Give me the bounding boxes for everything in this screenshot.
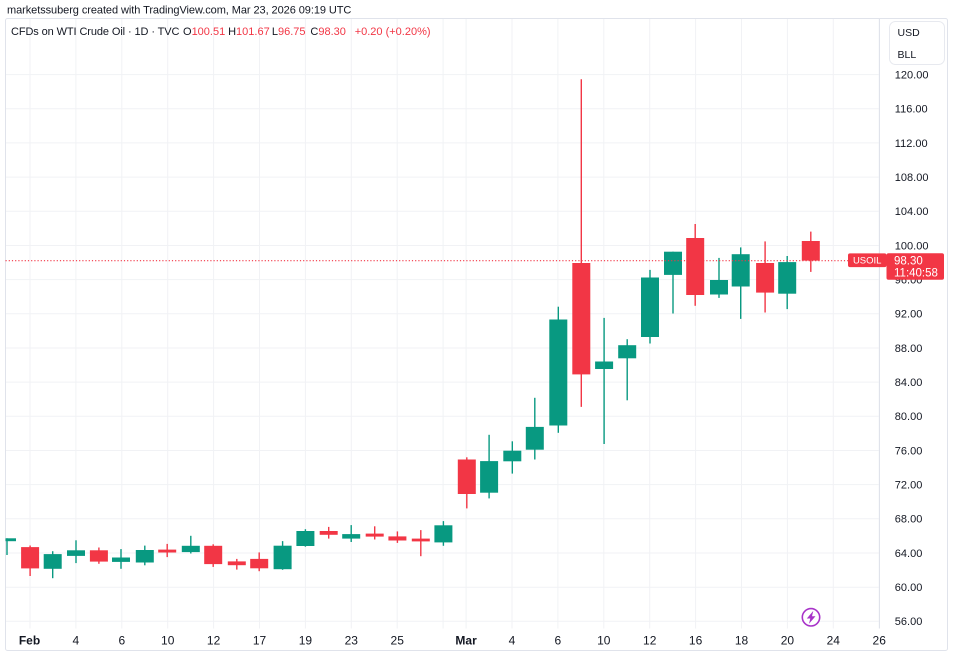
svg-text:USD: USD bbox=[898, 27, 921, 39]
svg-text:12: 12 bbox=[643, 633, 657, 647]
svg-text:10: 10 bbox=[161, 633, 175, 647]
svg-text:C98.30: C98.30 bbox=[310, 26, 345, 38]
svg-text:4: 4 bbox=[509, 633, 516, 647]
svg-text:98.30: 98.30 bbox=[894, 255, 923, 267]
svg-text:16: 16 bbox=[689, 633, 703, 647]
svg-text:64.00: 64.00 bbox=[895, 548, 923, 560]
svg-text:104.00: 104.00 bbox=[895, 206, 929, 218]
svg-text:6: 6 bbox=[555, 633, 562, 647]
svg-text:120.00: 120.00 bbox=[895, 70, 929, 82]
svg-text:BLL: BLL bbox=[898, 49, 917, 61]
svg-text:CFDs on WTI Crude Oil · 1D · T: CFDs on WTI Crude Oil · 1D · TVC bbox=[11, 26, 179, 38]
svg-text:84.00: 84.00 bbox=[895, 377, 923, 389]
svg-text:Mar: Mar bbox=[455, 633, 477, 647]
svg-text:112.00: 112.00 bbox=[895, 138, 928, 150]
svg-text:25: 25 bbox=[391, 633, 405, 647]
svg-text:Feb: Feb bbox=[19, 633, 40, 647]
svg-text:+0.20 (+0.20%): +0.20 (+0.20%) bbox=[355, 26, 431, 38]
svg-text:12: 12 bbox=[207, 633, 221, 647]
svg-text:18: 18 bbox=[735, 633, 749, 647]
svg-text:23: 23 bbox=[345, 633, 359, 647]
svg-text:19: 19 bbox=[299, 633, 313, 647]
svg-text:17: 17 bbox=[253, 633, 267, 647]
svg-text:116.00: 116.00 bbox=[895, 104, 928, 116]
svg-text:92.00: 92.00 bbox=[895, 309, 923, 321]
svg-text:O100.51: O100.51 bbox=[183, 26, 225, 38]
svg-text:20: 20 bbox=[781, 633, 795, 647]
svg-text:100.00: 100.00 bbox=[895, 240, 929, 252]
svg-text:marketssuberg created with Tra: marketssuberg created with TradingView.c… bbox=[7, 4, 351, 16]
svg-text:6: 6 bbox=[118, 633, 125, 647]
svg-text:10: 10 bbox=[597, 633, 611, 647]
svg-text:USOIL: USOIL bbox=[853, 256, 882, 267]
svg-text:80.00: 80.00 bbox=[895, 411, 923, 423]
svg-text:4: 4 bbox=[73, 633, 80, 647]
svg-text:76.00: 76.00 bbox=[895, 445, 923, 457]
svg-text:88.00: 88.00 bbox=[895, 343, 923, 355]
svg-text:68.00: 68.00 bbox=[895, 514, 923, 526]
svg-text:60.00: 60.00 bbox=[895, 582, 923, 594]
svg-text:L96.75: L96.75 bbox=[272, 26, 306, 38]
svg-text:108.00: 108.00 bbox=[895, 172, 929, 184]
svg-text:72.00: 72.00 bbox=[895, 480, 923, 492]
svg-text:11:40:58: 11:40:58 bbox=[894, 267, 938, 279]
svg-text:26: 26 bbox=[873, 633, 887, 647]
svg-text:24: 24 bbox=[827, 633, 841, 647]
svg-text:56.00: 56.00 bbox=[895, 616, 923, 628]
svg-text:H101.67: H101.67 bbox=[228, 26, 270, 38]
